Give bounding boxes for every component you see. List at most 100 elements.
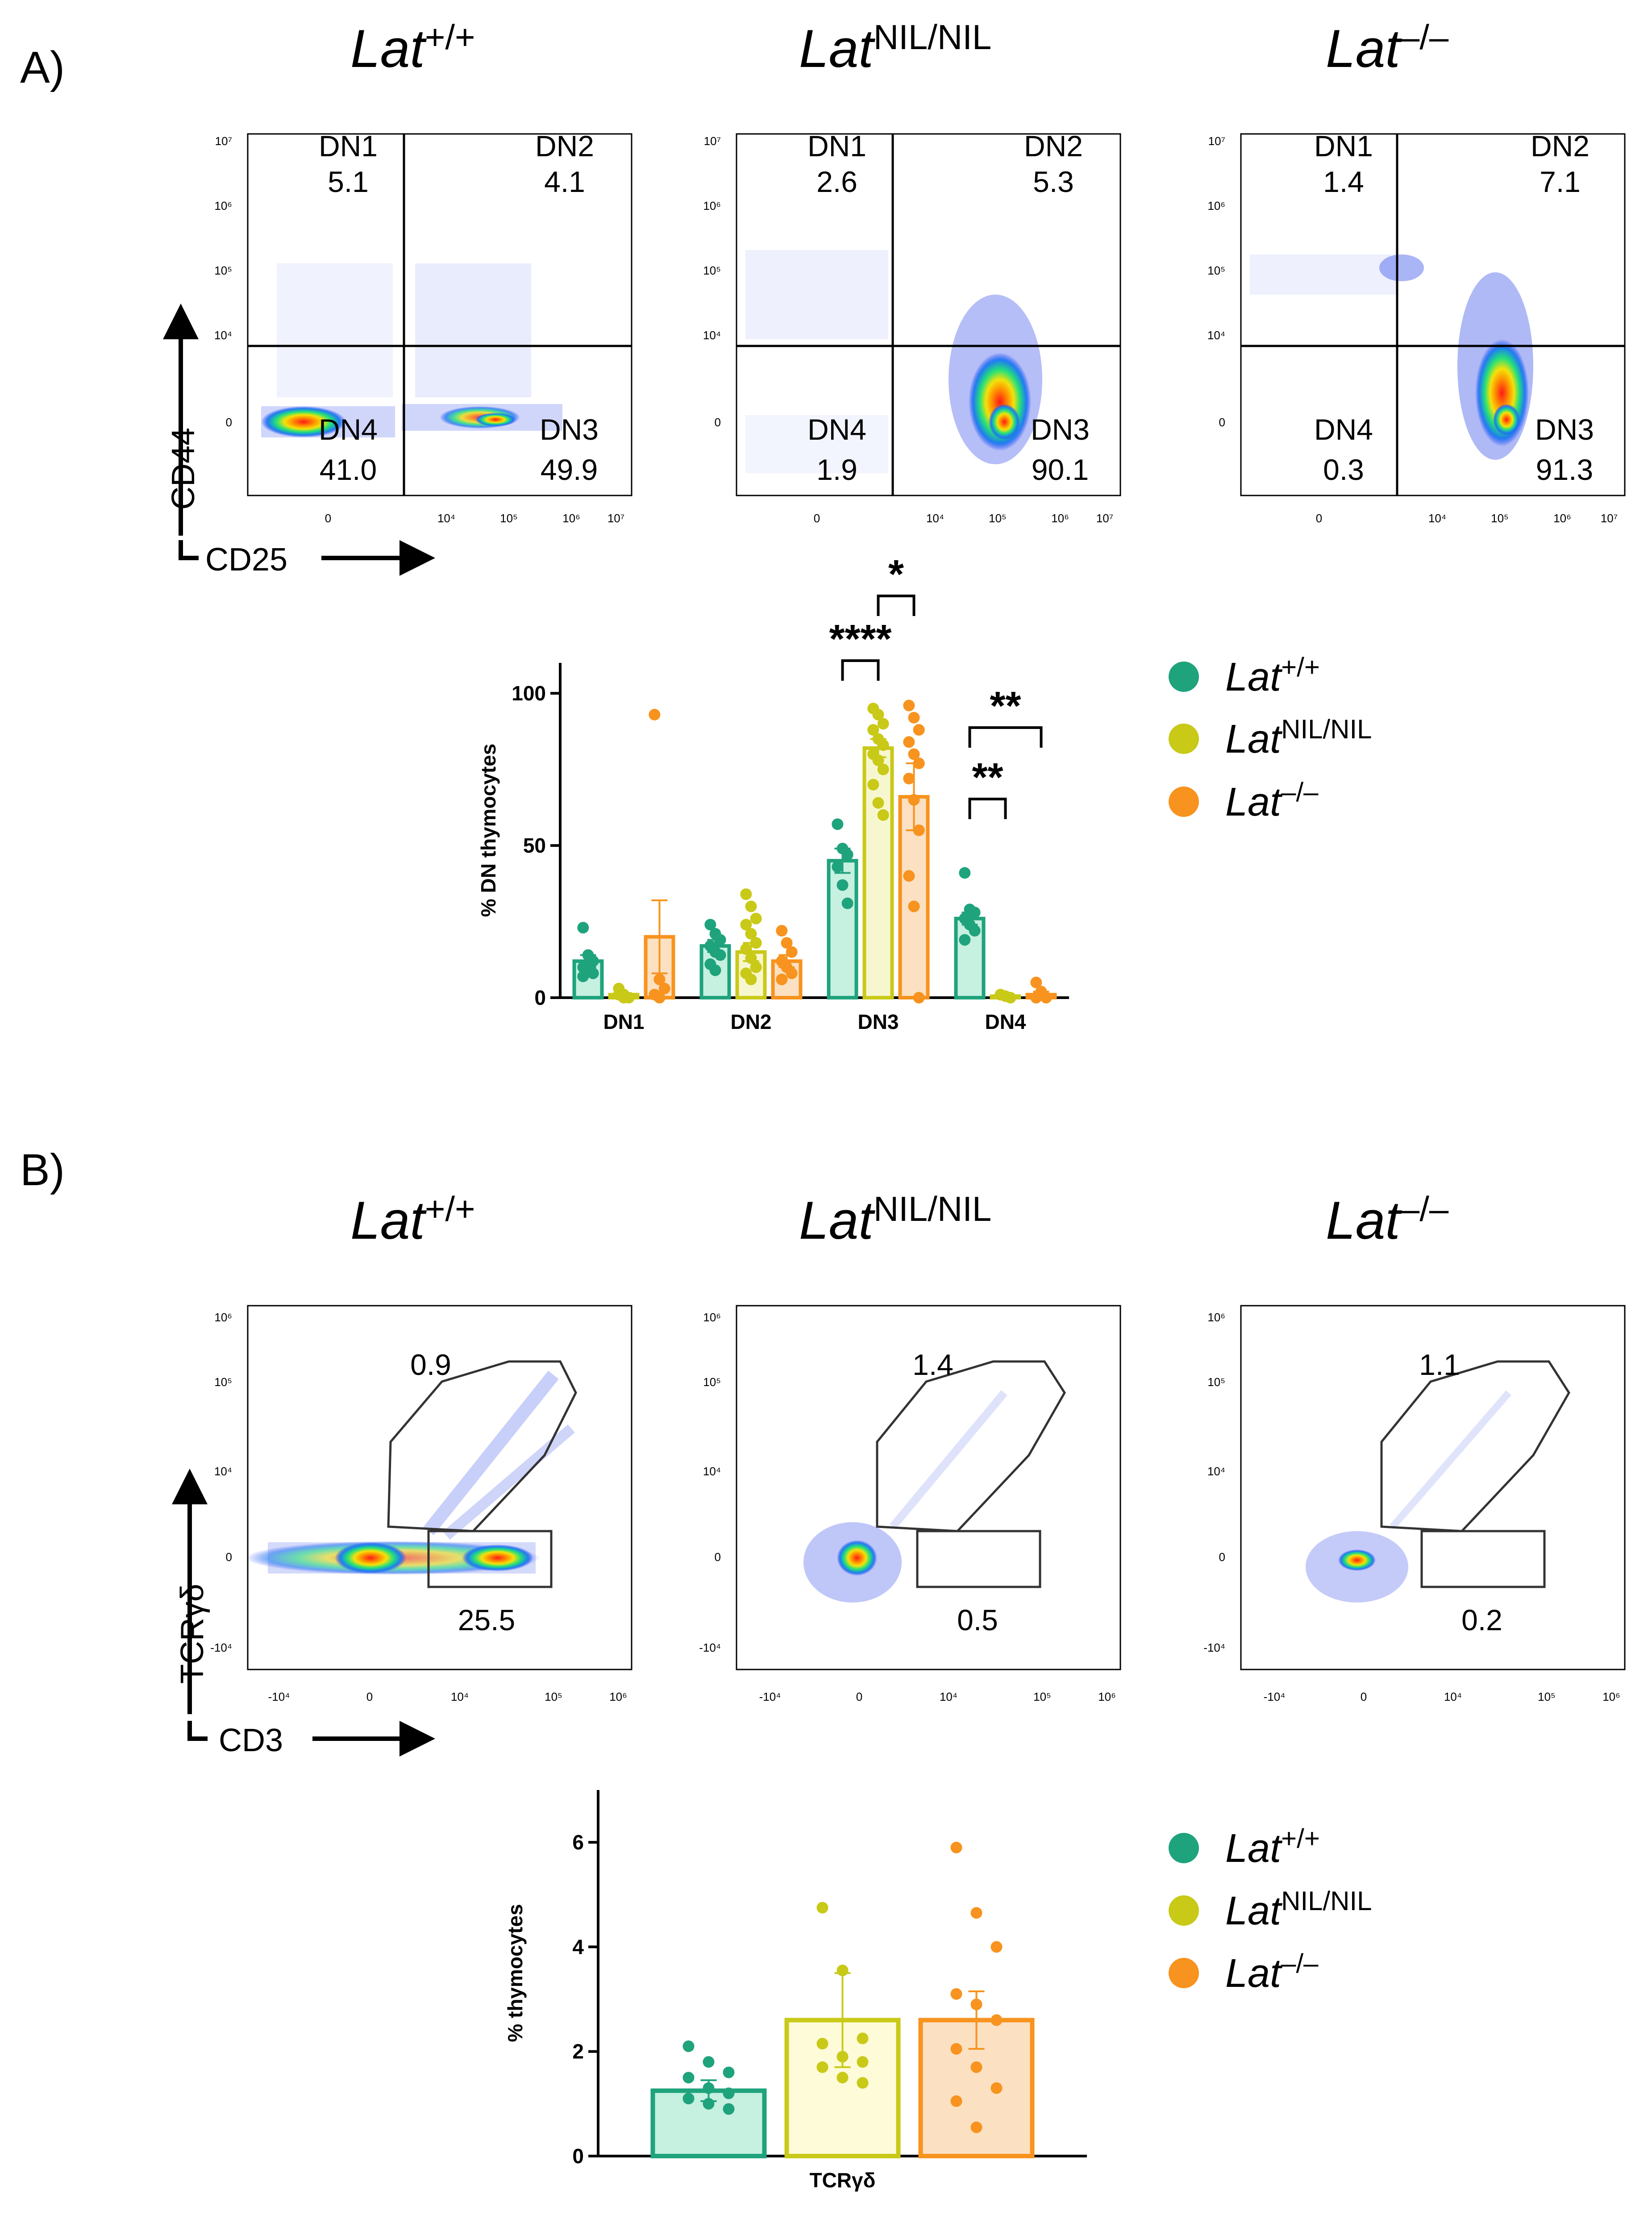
y-axis-label: % thymocytes xyxy=(504,1904,527,2042)
flow-plot-a-nil: DN1 2.6 DN2 5.3 DN4 1.9 DN3 90.1 10⁷ 10⁶… xyxy=(703,129,1121,525)
x-tick: 10⁴ xyxy=(940,1690,957,1703)
x-tick: 10⁷ xyxy=(1096,512,1113,525)
data-point xyxy=(832,818,844,830)
data-point xyxy=(745,928,757,940)
dots-b-nil xyxy=(803,1390,1007,1603)
data-point xyxy=(913,824,925,836)
q-dn4-value: 1.9 xyxy=(816,453,857,486)
dots-b-ko xyxy=(1306,1390,1512,1603)
y-tick: 10⁵ xyxy=(703,1375,721,1389)
significance-bracket xyxy=(968,726,1043,748)
q-dn4-name: DN4 xyxy=(319,413,378,446)
flow-plot-a-wt: DN1 5.1 DN2 4.1 DN4 41.0 DN3 49.9 10⁷ 10… xyxy=(214,129,633,525)
dots-a-ko xyxy=(1250,254,1533,460)
data-point xyxy=(950,2043,962,2055)
genotype-a-nil: LatNIL/NIL xyxy=(799,17,991,79)
gate-upper-value: 0.9 xyxy=(410,1348,451,1381)
q-dn1-value: 5.1 xyxy=(328,165,369,198)
y-tick: 0 xyxy=(715,1550,721,1564)
x-tick: 0 xyxy=(856,1690,862,1703)
y-axis-label: % DN thymocytes xyxy=(477,744,500,917)
data-point xyxy=(990,2082,1003,2094)
data-point xyxy=(653,992,666,1003)
gate-lower-value: 25.5 xyxy=(458,1603,515,1636)
x-tick: 10⁴ xyxy=(437,512,455,525)
legend-swatch xyxy=(1169,787,1199,817)
legend-a: Lat+/+ LatNIL/NIL Lat–/– xyxy=(1169,652,1372,824)
data-point xyxy=(908,712,920,724)
y-tick: 10⁴ xyxy=(214,1465,232,1478)
data-point xyxy=(908,794,920,806)
y-tick: 10⁷ xyxy=(215,134,232,148)
q-dn3-value: 90.1 xyxy=(1032,453,1089,486)
gate-upper-value: 1.4 xyxy=(912,1348,953,1381)
data-point xyxy=(990,2014,1003,2026)
bar xyxy=(650,2088,767,2158)
x-tick: 0 xyxy=(1316,512,1322,525)
data-point xyxy=(682,2093,695,2105)
y-tick: 10⁴ xyxy=(703,1465,721,1478)
y-tick: 10⁵ xyxy=(1207,1375,1225,1389)
q-dn1-name: DN1 xyxy=(807,129,866,162)
dots-b-wt xyxy=(246,1370,575,1575)
data-point xyxy=(587,967,599,979)
flow-plot-b-nil: 1.4 0.5 10⁶ 10⁵ 10⁴ 0 -10⁴ -10⁴ 0 10⁴ 10… xyxy=(699,1305,1121,1703)
flow-plot-b-wt: 0.9 25.5 10⁶ 10⁵ 10⁴ 0 -10⁴ -10⁴ 0 10⁴ 1… xyxy=(210,1305,633,1703)
axis-legend-a: CD44 CD25 xyxy=(163,304,435,578)
data-point xyxy=(841,897,853,909)
data-point xyxy=(836,2051,849,2063)
y-tick-label: 2 xyxy=(572,2040,584,2063)
data-point xyxy=(969,907,981,919)
y-tick-label: 0 xyxy=(572,2144,584,2168)
data-point xyxy=(750,937,762,949)
y-tick: 10⁶ xyxy=(703,1311,721,1324)
y-tick: 10⁷ xyxy=(1208,134,1225,148)
genotype-a-ko: Lat–/– xyxy=(1326,17,1449,79)
significance-label: ** xyxy=(972,755,1003,800)
data-point xyxy=(776,974,788,986)
gate-lower-value: 0.5 xyxy=(957,1603,998,1636)
significance-bracket xyxy=(841,659,880,681)
significance-bracket xyxy=(968,798,1007,819)
data-point xyxy=(903,699,915,712)
x-tick: 10⁵ xyxy=(545,1690,562,1703)
data-point xyxy=(703,2082,715,2094)
data-point xyxy=(832,861,844,873)
x-tick: 10⁶ xyxy=(609,1690,627,1703)
data-point xyxy=(714,934,726,946)
data-point xyxy=(836,1965,849,1977)
x-tick: 10⁴ xyxy=(1444,1690,1462,1703)
data-point xyxy=(816,2061,828,2073)
data-point xyxy=(857,2077,869,2089)
data-point xyxy=(877,763,889,775)
q-dn4-name: DN4 xyxy=(807,413,866,446)
y-tick: 10⁶ xyxy=(1207,1311,1225,1324)
y-tick: 10⁴ xyxy=(703,329,721,342)
data-point xyxy=(587,955,599,967)
data-point xyxy=(618,992,630,1003)
dots-a-wt xyxy=(261,263,562,437)
y-tick: 10⁵ xyxy=(214,264,232,277)
x-tick: 10⁶ xyxy=(562,512,580,525)
data-point xyxy=(714,949,726,961)
x-tick: 10⁶ xyxy=(1098,1690,1116,1703)
q-dn3-value: 49.9 xyxy=(541,453,598,486)
category-label: DN2 xyxy=(730,1010,771,1033)
data-point xyxy=(836,879,849,891)
significance-label: * xyxy=(888,552,904,597)
category-label: DN3 xyxy=(857,1010,899,1033)
data-point xyxy=(959,867,971,879)
data-point xyxy=(709,964,721,976)
q-dn3-name: DN3 xyxy=(540,413,599,446)
y-tick: 0 xyxy=(1219,1550,1225,1564)
flow-plot-b-ko: 1.1 0.2 10⁶ 10⁵ 10⁴ 0 -10⁴ -10⁴ 0 10⁴ 10… xyxy=(1203,1305,1626,1703)
flow-plot-a-ko: DN1 1.4 DN2 7.1 DN4 0.3 DN3 91.3 10⁷ 10⁶… xyxy=(1207,129,1626,525)
q-dn2-value: 7.1 xyxy=(1540,165,1581,198)
y-tick: 0 xyxy=(1219,416,1225,429)
data-point xyxy=(723,2103,735,2115)
data-point xyxy=(872,708,884,720)
data-point xyxy=(653,974,666,986)
data-point xyxy=(857,2032,869,2044)
data-point xyxy=(913,992,925,1003)
q-dn3-name: DN3 xyxy=(1031,413,1090,446)
